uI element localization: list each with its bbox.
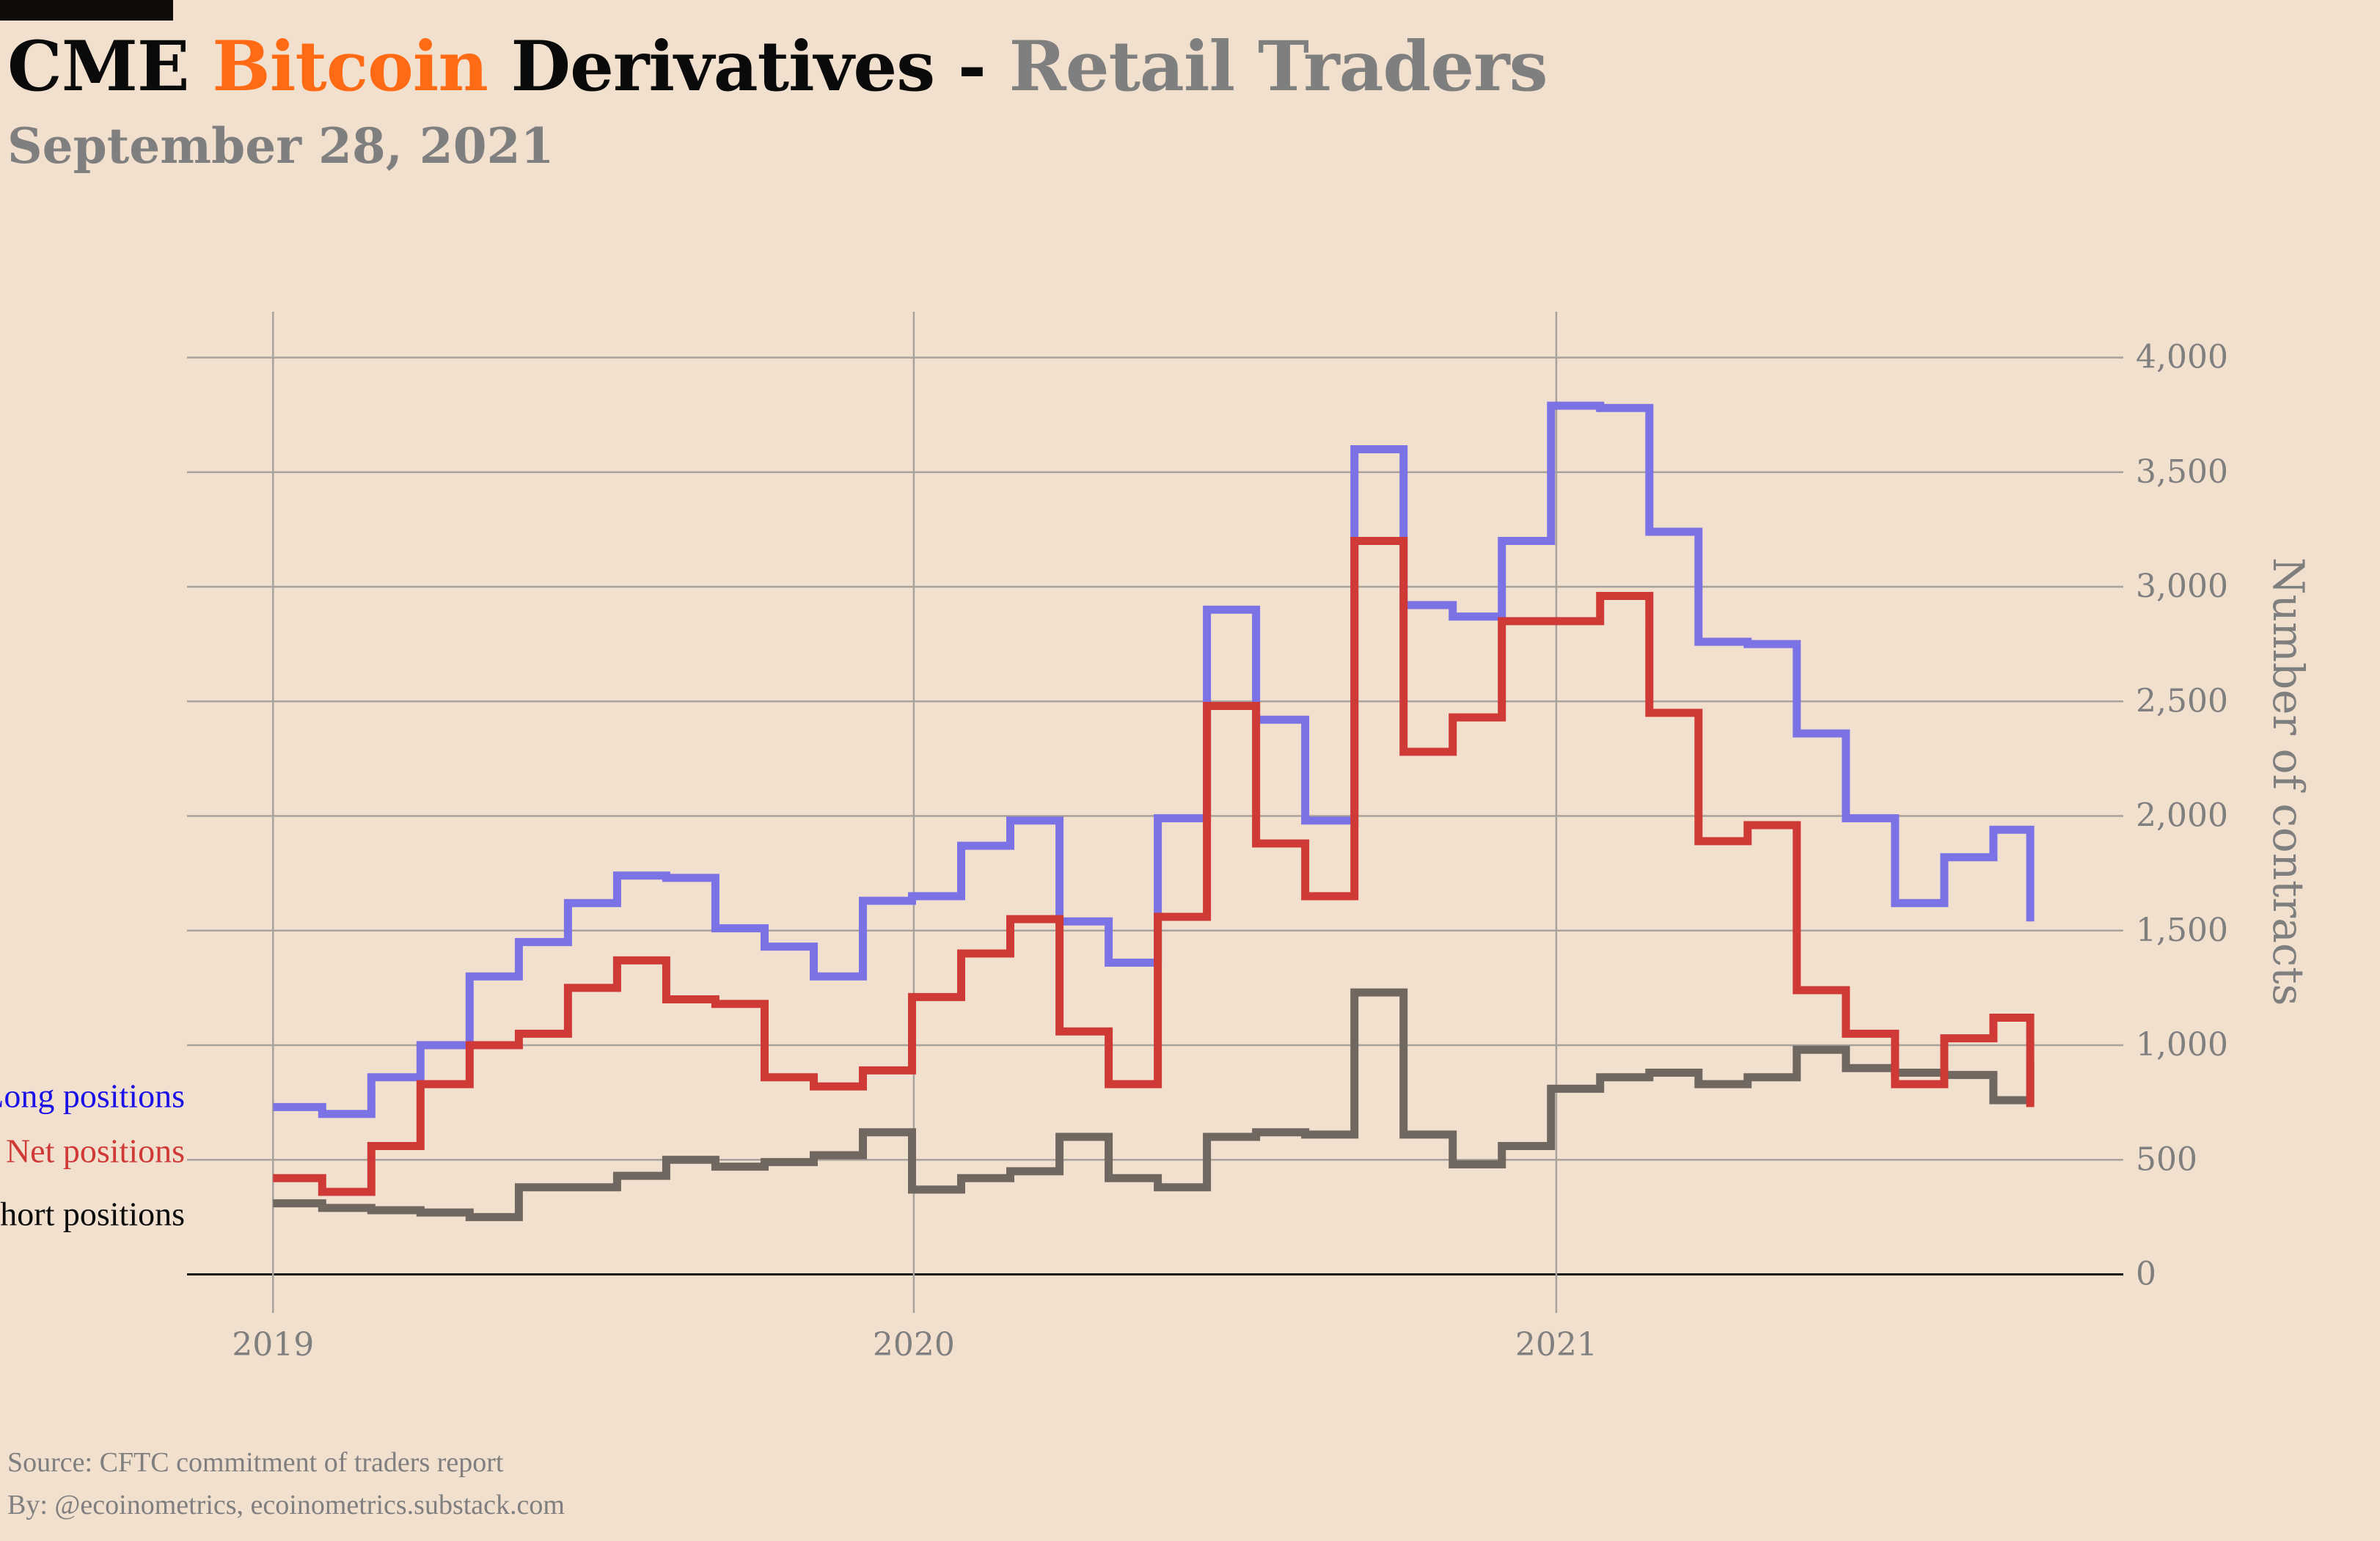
y-axis-label: Number of contracts <box>2263 557 2313 1006</box>
y-tick-label: 1,500 <box>2136 912 2228 949</box>
series-label-long-positions: Long positions <box>0 1077 185 1114</box>
y-tick-label: 0 <box>2136 1256 2156 1293</box>
title-part-bitcoin: Bitcoin <box>212 26 488 107</box>
y-tick-label: 500 <box>2136 1141 2197 1178</box>
source-note: Source: CFTC commitment of traders repor… <box>7 1447 504 1478</box>
title-part-retail: Retail Traders <box>1008 26 1548 107</box>
y-tick-label: 3,000 <box>2136 568 2228 605</box>
series-line-short-positions <box>273 988 2035 1221</box>
x-tick-label: 2019 <box>232 1326 314 1364</box>
top-accent-bar <box>0 0 173 21</box>
title-part-derivatives: Derivatives - <box>487 26 1009 107</box>
y-tick-label: 2,500 <box>2136 682 2228 720</box>
y-tick-label: 3,500 <box>2136 453 2228 491</box>
series-line-net-positions <box>273 537 2035 1196</box>
series-label-short-positions: Short positions <box>0 1196 185 1233</box>
series-line-long-positions <box>273 401 2035 1119</box>
page-subtitle: September 28, 2021 <box>7 117 554 175</box>
y-tick-label: 4,000 <box>2136 339 2228 376</box>
title-part-cme: CME <box>7 26 213 107</box>
x-tick-label: 2021 <box>1515 1326 1597 1364</box>
series-label-net-positions: Net positions <box>6 1132 185 1169</box>
page-title: CME Bitcoin Derivatives - Retail Traders <box>7 26 1548 107</box>
y-tick-label: 1,000 <box>2136 1026 2228 1064</box>
y-tick-label: 2,000 <box>2136 797 2228 835</box>
x-tick-label: 2020 <box>873 1326 955 1364</box>
byline: By: @ecoinometrics, ecoinometrics.substa… <box>7 1490 565 1520</box>
